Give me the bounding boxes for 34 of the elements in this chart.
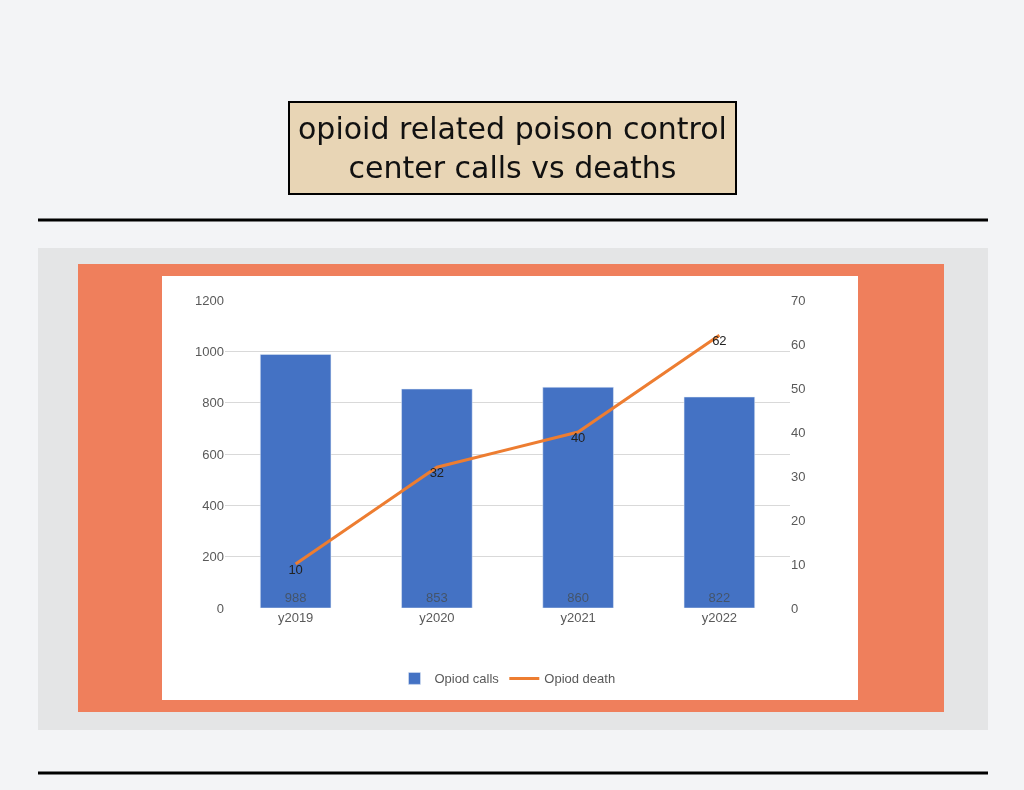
y-tick-label: 400	[202, 497, 224, 513]
x-tick-label: y2021	[560, 610, 596, 625]
y2-tick-label: 30	[791, 468, 806, 484]
y2-tick-label: 0	[791, 600, 799, 616]
data-label: 32	[429, 464, 445, 480]
y-tick-label: 0	[216, 600, 224, 616]
y-tick-label: 200	[202, 549, 224, 565]
x-tick-label: y2022	[701, 610, 738, 625]
bar	[260, 354, 332, 608]
data-label: 853	[426, 590, 448, 605]
data-label: 860	[567, 590, 589, 605]
x-tick-label: y2019	[277, 610, 314, 625]
y2-tick-label: 50	[791, 380, 806, 396]
chart-title: opioid related poison control center calls vs deaths	[298, 111, 727, 185]
x-tick-label: y2020	[419, 610, 455, 625]
y-tick-label: 600	[202, 446, 224, 462]
y2-tick-label: 20	[791, 512, 806, 528]
data-label: 40	[570, 429, 586, 445]
data-label: 988	[284, 590, 307, 605]
data-label: 822	[708, 590, 731, 605]
legend-label: Opiod calls	[434, 671, 500, 687]
y-tick-label: 1000	[195, 343, 224, 359]
legend-label: Opiod death	[544, 671, 616, 687]
y2-tick-label: 60	[791, 336, 806, 352]
y2-tick-label: 70	[791, 292, 806, 308]
bar	[683, 396, 755, 608]
y-tick-label: 1200	[195, 292, 224, 308]
bar	[401, 388, 473, 608]
data-label: 62	[712, 332, 727, 348]
data-label: 10	[288, 561, 303, 577]
y-tick-label: 800	[202, 395, 224, 411]
y2-tick-label: 10	[791, 556, 806, 572]
y2-tick-label: 40	[791, 424, 806, 440]
bar	[542, 387, 614, 608]
